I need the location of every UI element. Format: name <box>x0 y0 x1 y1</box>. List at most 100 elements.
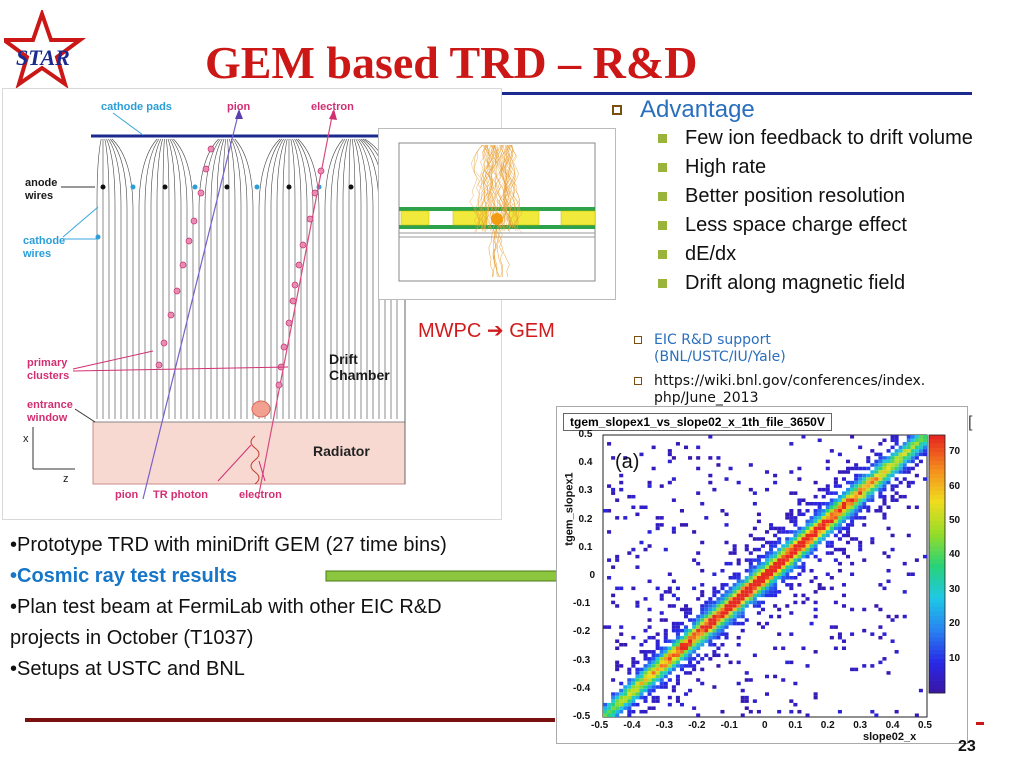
green-square-bullet-icon <box>658 279 667 288</box>
heatmap-cell <box>692 632 697 636</box>
heatmap-cell <box>756 576 761 580</box>
heatmap-cell <box>651 674 656 679</box>
heatmap-cell <box>902 470 907 474</box>
heatmap-cell <box>841 470 846 474</box>
heatmap-cell <box>862 523 867 527</box>
heatmap-cell <box>793 491 798 495</box>
heatmap-cell <box>716 607 721 612</box>
field-line <box>336 138 348 419</box>
heatmap-cell <box>744 590 749 594</box>
heatmap-cell <box>789 583 794 587</box>
heatmap-cell <box>825 487 830 492</box>
heatmap-cell <box>716 463 721 467</box>
heatmap-cell <box>765 568 770 573</box>
heatmap-cell <box>809 533 814 538</box>
wiki-link-item[interactable]: https://wiki.bnl.gov/conferences/index. … <box>634 373 1024 407</box>
heatmap-cell <box>619 688 624 693</box>
heatmap-cell <box>736 642 741 647</box>
heatmap-cell <box>684 607 689 612</box>
heatmap-cell <box>906 572 911 576</box>
heatmap-cell <box>793 551 798 555</box>
heatmap-cell <box>675 442 680 446</box>
heatmap-cell <box>902 477 907 481</box>
heatmap-cell <box>870 494 875 499</box>
heatmap-cell <box>615 554 620 559</box>
heatmap-cell <box>854 491 859 495</box>
heatmap-cell <box>623 699 628 703</box>
heatmap-cell <box>692 642 697 647</box>
heatmap-cell <box>870 632 875 636</box>
heatmap-cell <box>716 625 721 629</box>
heatmap-cell <box>708 642 713 647</box>
heatmap-cell <box>813 590 818 594</box>
heatmap-cell <box>894 650 899 654</box>
anode-wire-dot <box>348 184 354 190</box>
wiki-link[interactable]: https://wiki.bnl.gov/conferences/index. … <box>654 373 926 406</box>
heatmap-cell <box>833 477 838 481</box>
advantage-list: Few ion feedback to drift volume High ra… <box>658 126 1022 295</box>
cluster-dot <box>155 361 163 369</box>
heatmap-cell <box>894 456 899 460</box>
heatmap-cell <box>829 516 834 520</box>
heatmap-cell <box>756 586 761 591</box>
heatmap-cell <box>619 706 624 710</box>
heatmap-cell <box>684 628 689 633</box>
heatmap-cell <box>627 678 632 682</box>
heatmap-cell <box>675 678 680 682</box>
heatmap-cell <box>724 635 729 640</box>
advantage-item-text: Less space charge effect <box>685 214 907 236</box>
heatmap-cell <box>736 604 741 608</box>
heatmap-cell <box>631 688 636 693</box>
heatmap-cell <box>854 480 859 485</box>
heatmap-cell <box>700 568 705 573</box>
heatmap-cell <box>801 533 806 538</box>
heatmap-cell <box>635 604 640 608</box>
heatmap-cell <box>607 702 612 707</box>
heatmap-cell <box>708 614 713 619</box>
heatmap-cell <box>817 509 822 513</box>
heatmap-cell <box>667 671 672 675</box>
heatmap-cell <box>708 607 713 612</box>
heatmap-cell <box>829 544 834 548</box>
colorbar-segment <box>929 662 945 668</box>
heatmap-cell <box>712 614 717 619</box>
heatmap-cell <box>692 650 697 654</box>
y-tick-label: 0.4 <box>578 457 593 469</box>
heatmap-cell <box>655 671 660 675</box>
heatmap-cell <box>712 593 717 598</box>
heatmap-cell <box>862 501 867 506</box>
heatmap-cell <box>679 642 684 647</box>
heatmap-cell <box>866 480 871 485</box>
heatmap-cell <box>744 579 749 584</box>
heatmap-cell <box>829 491 834 495</box>
heatmap-cell <box>619 480 624 485</box>
heatmap-cell <box>833 558 838 562</box>
heatmap-cell <box>878 442 883 446</box>
heatmap-cell <box>797 537 802 541</box>
star-logo: STAR <box>0 7 124 90</box>
heatmap-cell <box>619 625 624 629</box>
heatmap-cell <box>813 533 818 538</box>
heatmap-cell <box>696 614 701 619</box>
electron-drift-track <box>499 228 510 278</box>
heatmap-cell <box>781 646 786 651</box>
heatmap-cell <box>854 667 859 672</box>
heatmap-cell <box>773 583 778 587</box>
heatmap-cell <box>663 618 668 622</box>
field-line <box>156 138 163 419</box>
heatmap-cell <box>675 650 680 654</box>
heatmap-cell <box>850 487 855 492</box>
heatmap-cell <box>813 600 818 605</box>
heatmap-cell <box>785 660 790 665</box>
heatmap-cell <box>797 533 802 538</box>
heatmap-cell <box>748 487 753 492</box>
heatmap-cell <box>740 614 745 619</box>
heatmap-cell <box>659 671 664 675</box>
hollow-square-bullet-icon <box>612 105 622 115</box>
heatmap-cell <box>793 519 798 524</box>
heatmap-cell <box>817 537 822 541</box>
heatmap-cell <box>858 466 863 471</box>
heatmap-cell <box>781 579 786 584</box>
field-line <box>290 138 296 419</box>
heatmap-cell <box>696 625 701 629</box>
